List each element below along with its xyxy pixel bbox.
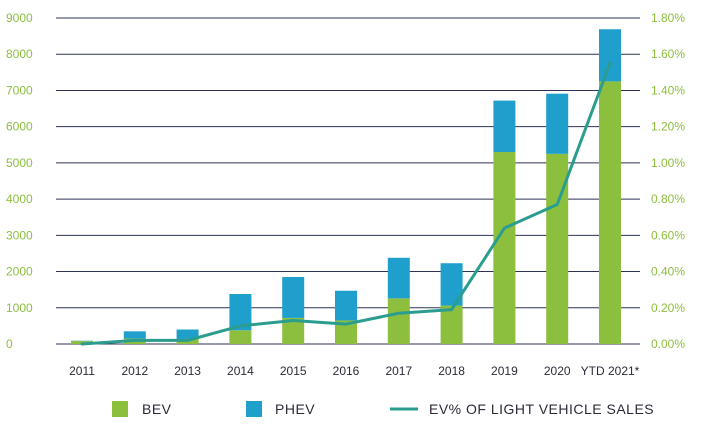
y-right-tick-label: 1.20% — [651, 120, 685, 134]
bars — [71, 29, 621, 344]
x-tick-label: YTD 2021* — [581, 364, 640, 378]
gridlines — [56, 17, 640, 345]
y-left-tick-label: 3000 — [6, 228, 33, 242]
y-right-tick-label: 1.60% — [651, 47, 685, 61]
y-right-tick-label: 1.40% — [651, 83, 685, 97]
ev-share-line — [80, 61, 612, 346]
x-axis: 2011 2012 2013 2014 2015 2016 2017 2018 2019 2020… — [69, 364, 640, 378]
y-right-tick-label: 0.40% — [651, 265, 685, 279]
y-right-tick-label: 0.80% — [651, 192, 685, 206]
x-tick-label: 2011 — [69, 364, 95, 378]
y-right-tick-label: 0.00% — [651, 337, 685, 351]
bar-phev — [229, 294, 252, 331]
bar-bev — [599, 81, 621, 344]
line-layer — [80, 61, 612, 346]
left-axis: 0 1000 2000 3000 4000 5000 6000 7000 8000 9000 — [6, 11, 33, 351]
x-tick-label: 2017 — [385, 364, 412, 378]
y-left-tick-label: 5000 — [6, 156, 33, 170]
x-tick-label: 2018 — [438, 364, 465, 378]
bar-bev — [229, 330, 252, 344]
x-tick-label: 2015 — [280, 364, 307, 378]
bar-bev — [282, 317, 305, 344]
right-axis: 0.00% 0.20% 0.40% 0.60% 0.80% 1.00% 1.20% 1.40%… — [651, 11, 685, 351]
x-tick-label: 2019 — [491, 364, 518, 378]
x-tick-label: 2016 — [333, 364, 360, 378]
x-tick-label: 2020 — [544, 364, 571, 378]
y-left-tick-label: 4000 — [6, 192, 33, 206]
bar-phev — [335, 290, 357, 321]
bar-bev — [440, 305, 463, 344]
y-left-tick-label: 6000 — [6, 120, 33, 134]
legend-label-bev: BEV — [142, 401, 172, 417]
bar-phev — [282, 276, 305, 318]
y-left-tick-label: 2000 — [6, 265, 33, 279]
y-right-tick-label: 1.80% — [651, 11, 685, 25]
bar-phev — [176, 329, 199, 339]
y-right-tick-label: 0.20% — [651, 301, 685, 315]
x-tick-label: 2013 — [174, 364, 201, 378]
x-tick-label: 2012 — [121, 364, 148, 378]
bar-bev — [493, 152, 516, 344]
y-left-tick-label: 8000 — [6, 47, 33, 61]
bar-phev — [493, 100, 516, 153]
bar-phev — [546, 93, 569, 154]
legend-swatch-phev — [246, 401, 262, 417]
bar-bev — [387, 298, 410, 344]
bar-phev — [123, 331, 146, 339]
x-tick-label: 2014 — [227, 364, 254, 378]
y-left-tick-label: 1000 — [6, 301, 33, 315]
y-right-tick-label: 1.00% — [651, 156, 685, 170]
y-right-tick-label: 0.60% — [651, 228, 685, 242]
bar-bev — [335, 320, 357, 344]
bar-phev — [599, 29, 621, 82]
y-left-tick-label: 9000 — [6, 11, 33, 25]
legend-label-line: EV% OF LIGHT VEHICLE SALES — [429, 401, 654, 417]
legend: BEV PHEV EV% OF LIGHT VEHICLE SALES — [112, 401, 654, 417]
legend-label-phev: PHEV — [275, 401, 315, 417]
bar-phev — [440, 263, 463, 306]
legend-swatch-bev — [112, 401, 128, 417]
y-left-tick-label: 7000 — [6, 83, 33, 97]
bar-phev — [387, 257, 410, 299]
y-left-tick-label: 0 — [6, 337, 13, 351]
bar-bev — [546, 153, 569, 344]
